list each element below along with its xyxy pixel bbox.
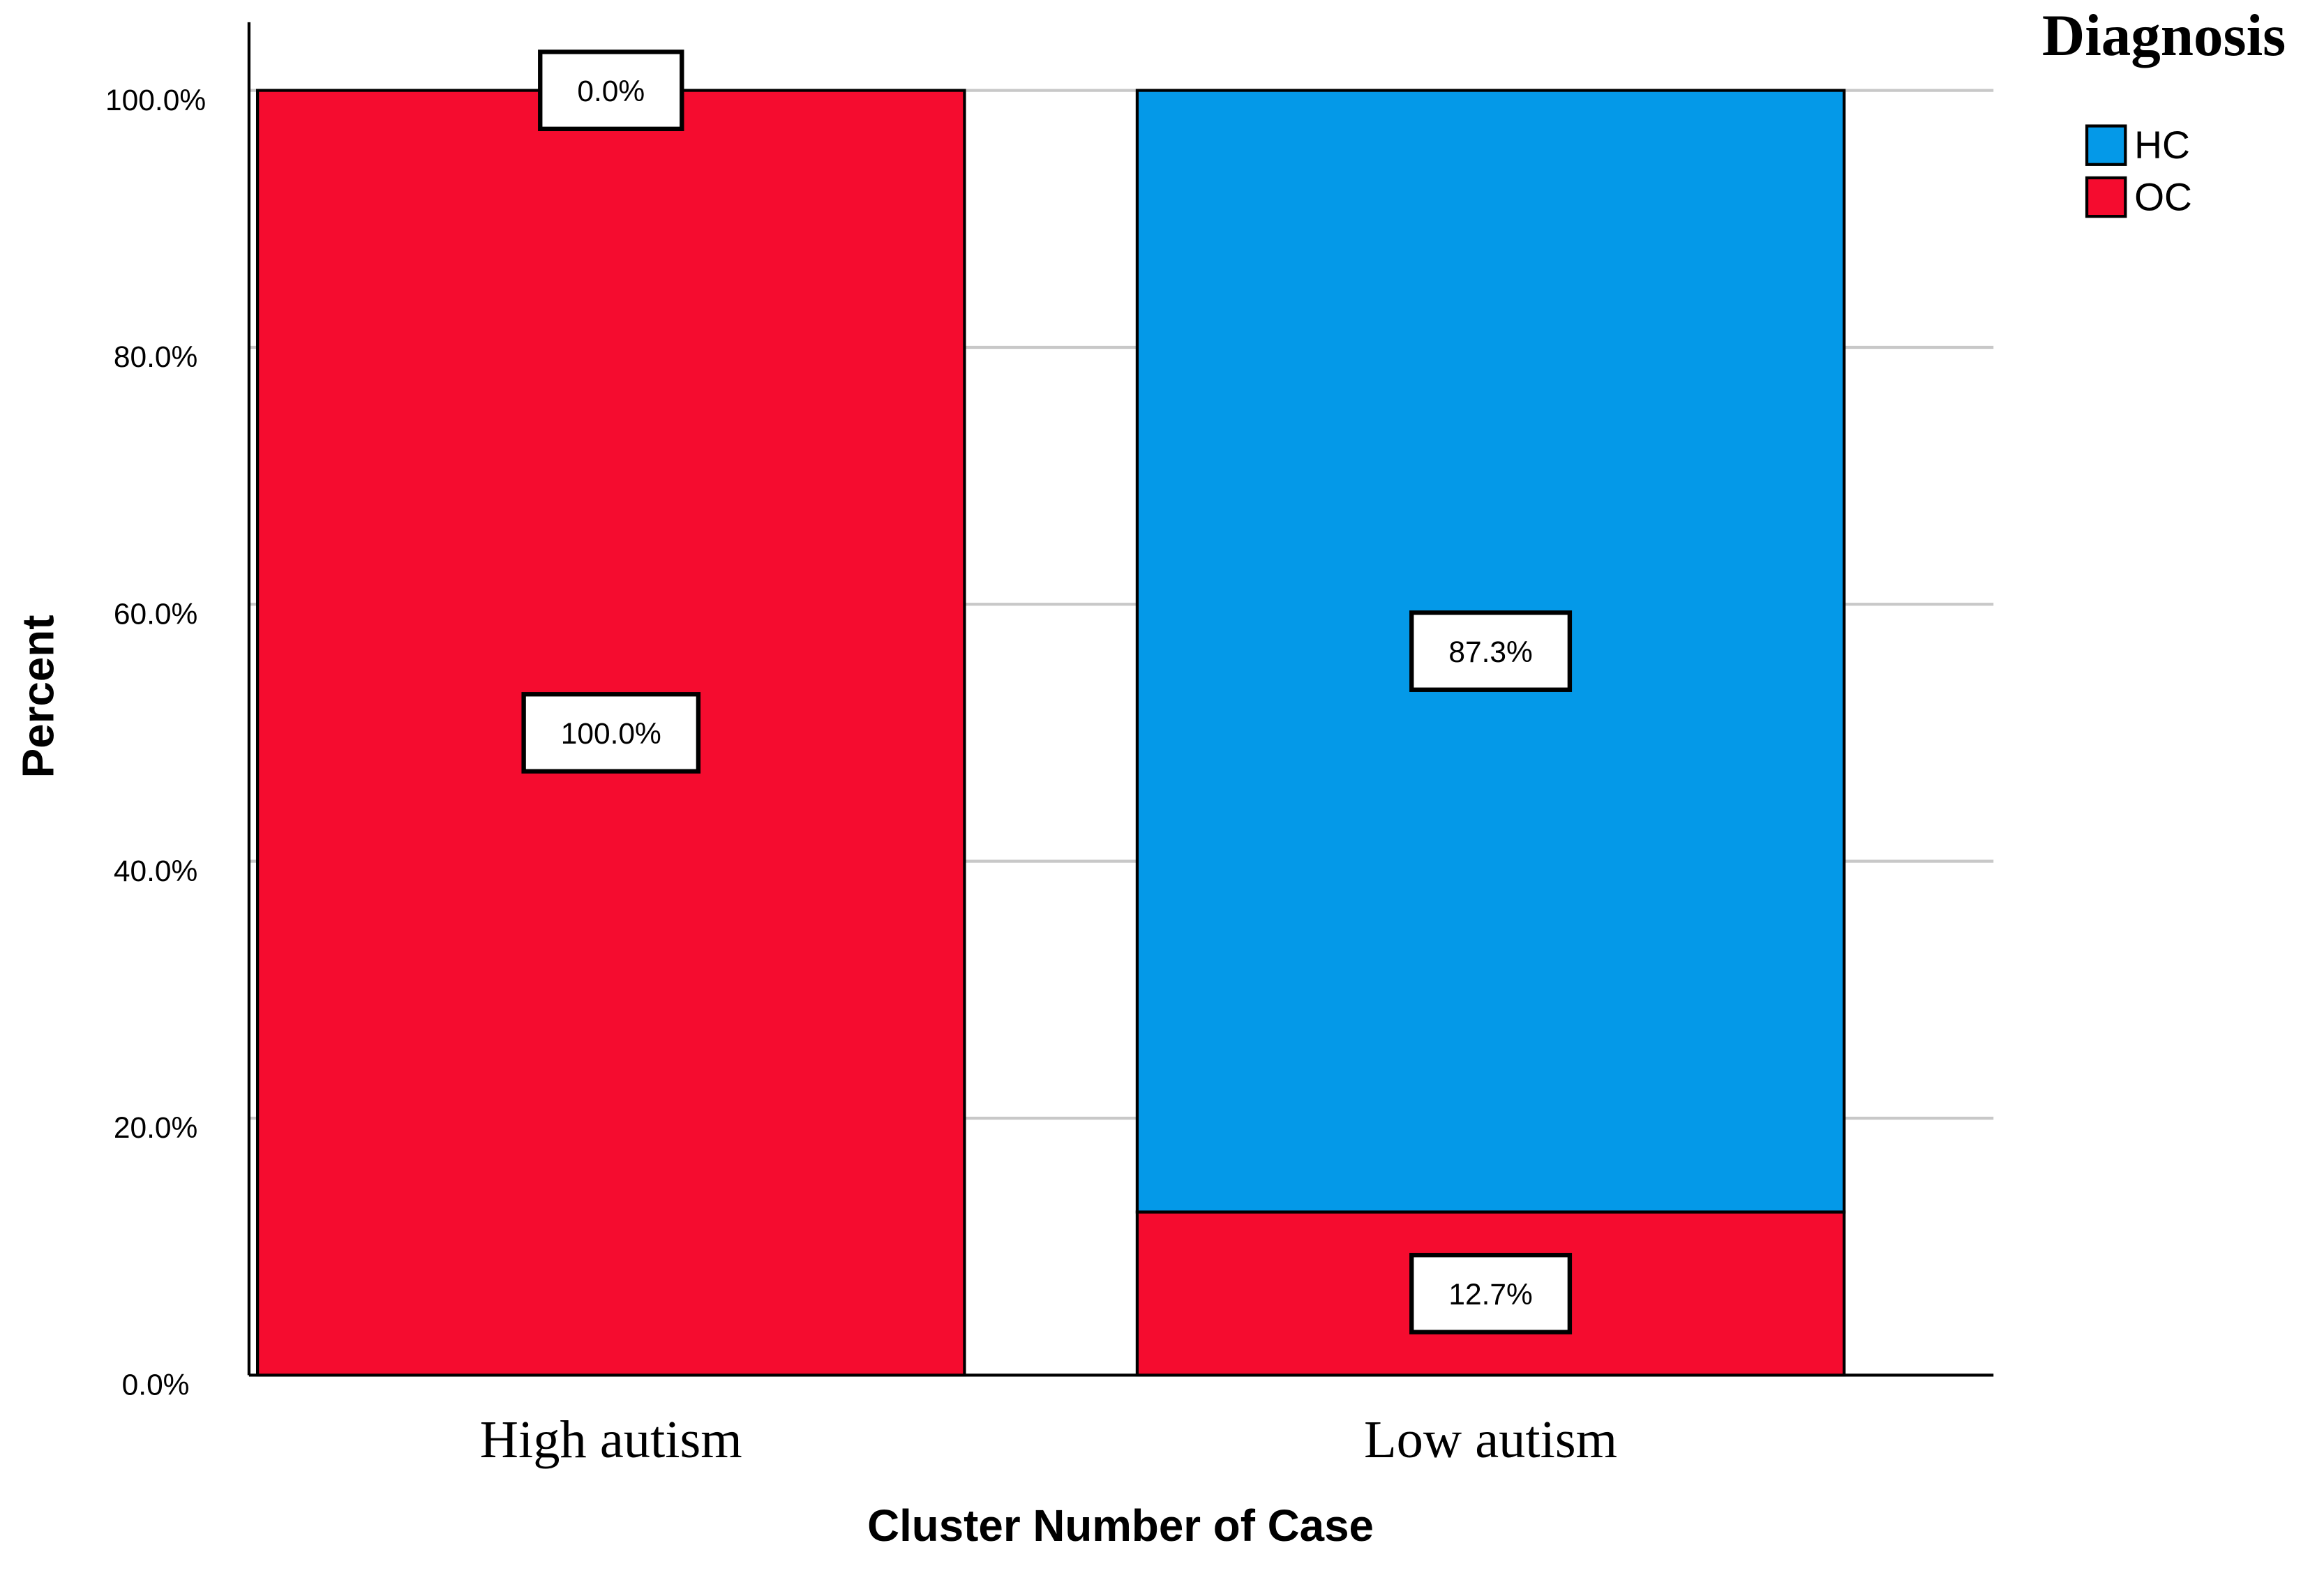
legend-label: OC <box>2134 175 2192 218</box>
legend-label: HC <box>2134 123 2190 167</box>
data-label: 12.7% <box>1448 1279 1532 1311</box>
x-tick-label: Low autism <box>1364 1410 1617 1469</box>
y-tick-label: 0.0% <box>122 1369 190 1402</box>
data-label: 0.0% <box>577 75 645 108</box>
y-tick-label: 40.0% <box>114 855 197 888</box>
legend-swatch <box>2085 124 2127 166</box>
y-tick-label: 80.0% <box>114 341 197 374</box>
data-label-box <box>1409 1253 1573 1334</box>
legend-title: Diagnosis <box>2042 3 2286 68</box>
y-axis-title: Percent <box>13 615 63 778</box>
y-tick-label: 20.0% <box>114 1112 197 1145</box>
y-tick-label: 60.0% <box>114 599 197 631</box>
data-label: 87.3% <box>1448 636 1532 669</box>
x-tick-label: High autism <box>480 1410 742 1469</box>
data-label-box <box>538 50 684 132</box>
data-label-box <box>1409 610 1573 692</box>
data-label: 100.0% <box>561 718 661 751</box>
x-axis-title: Cluster Number of Case <box>867 1500 1374 1551</box>
legend-swatch <box>2085 176 2127 218</box>
data-label-box <box>521 692 701 774</box>
y-tick-label: 100.0% <box>105 84 206 117</box>
